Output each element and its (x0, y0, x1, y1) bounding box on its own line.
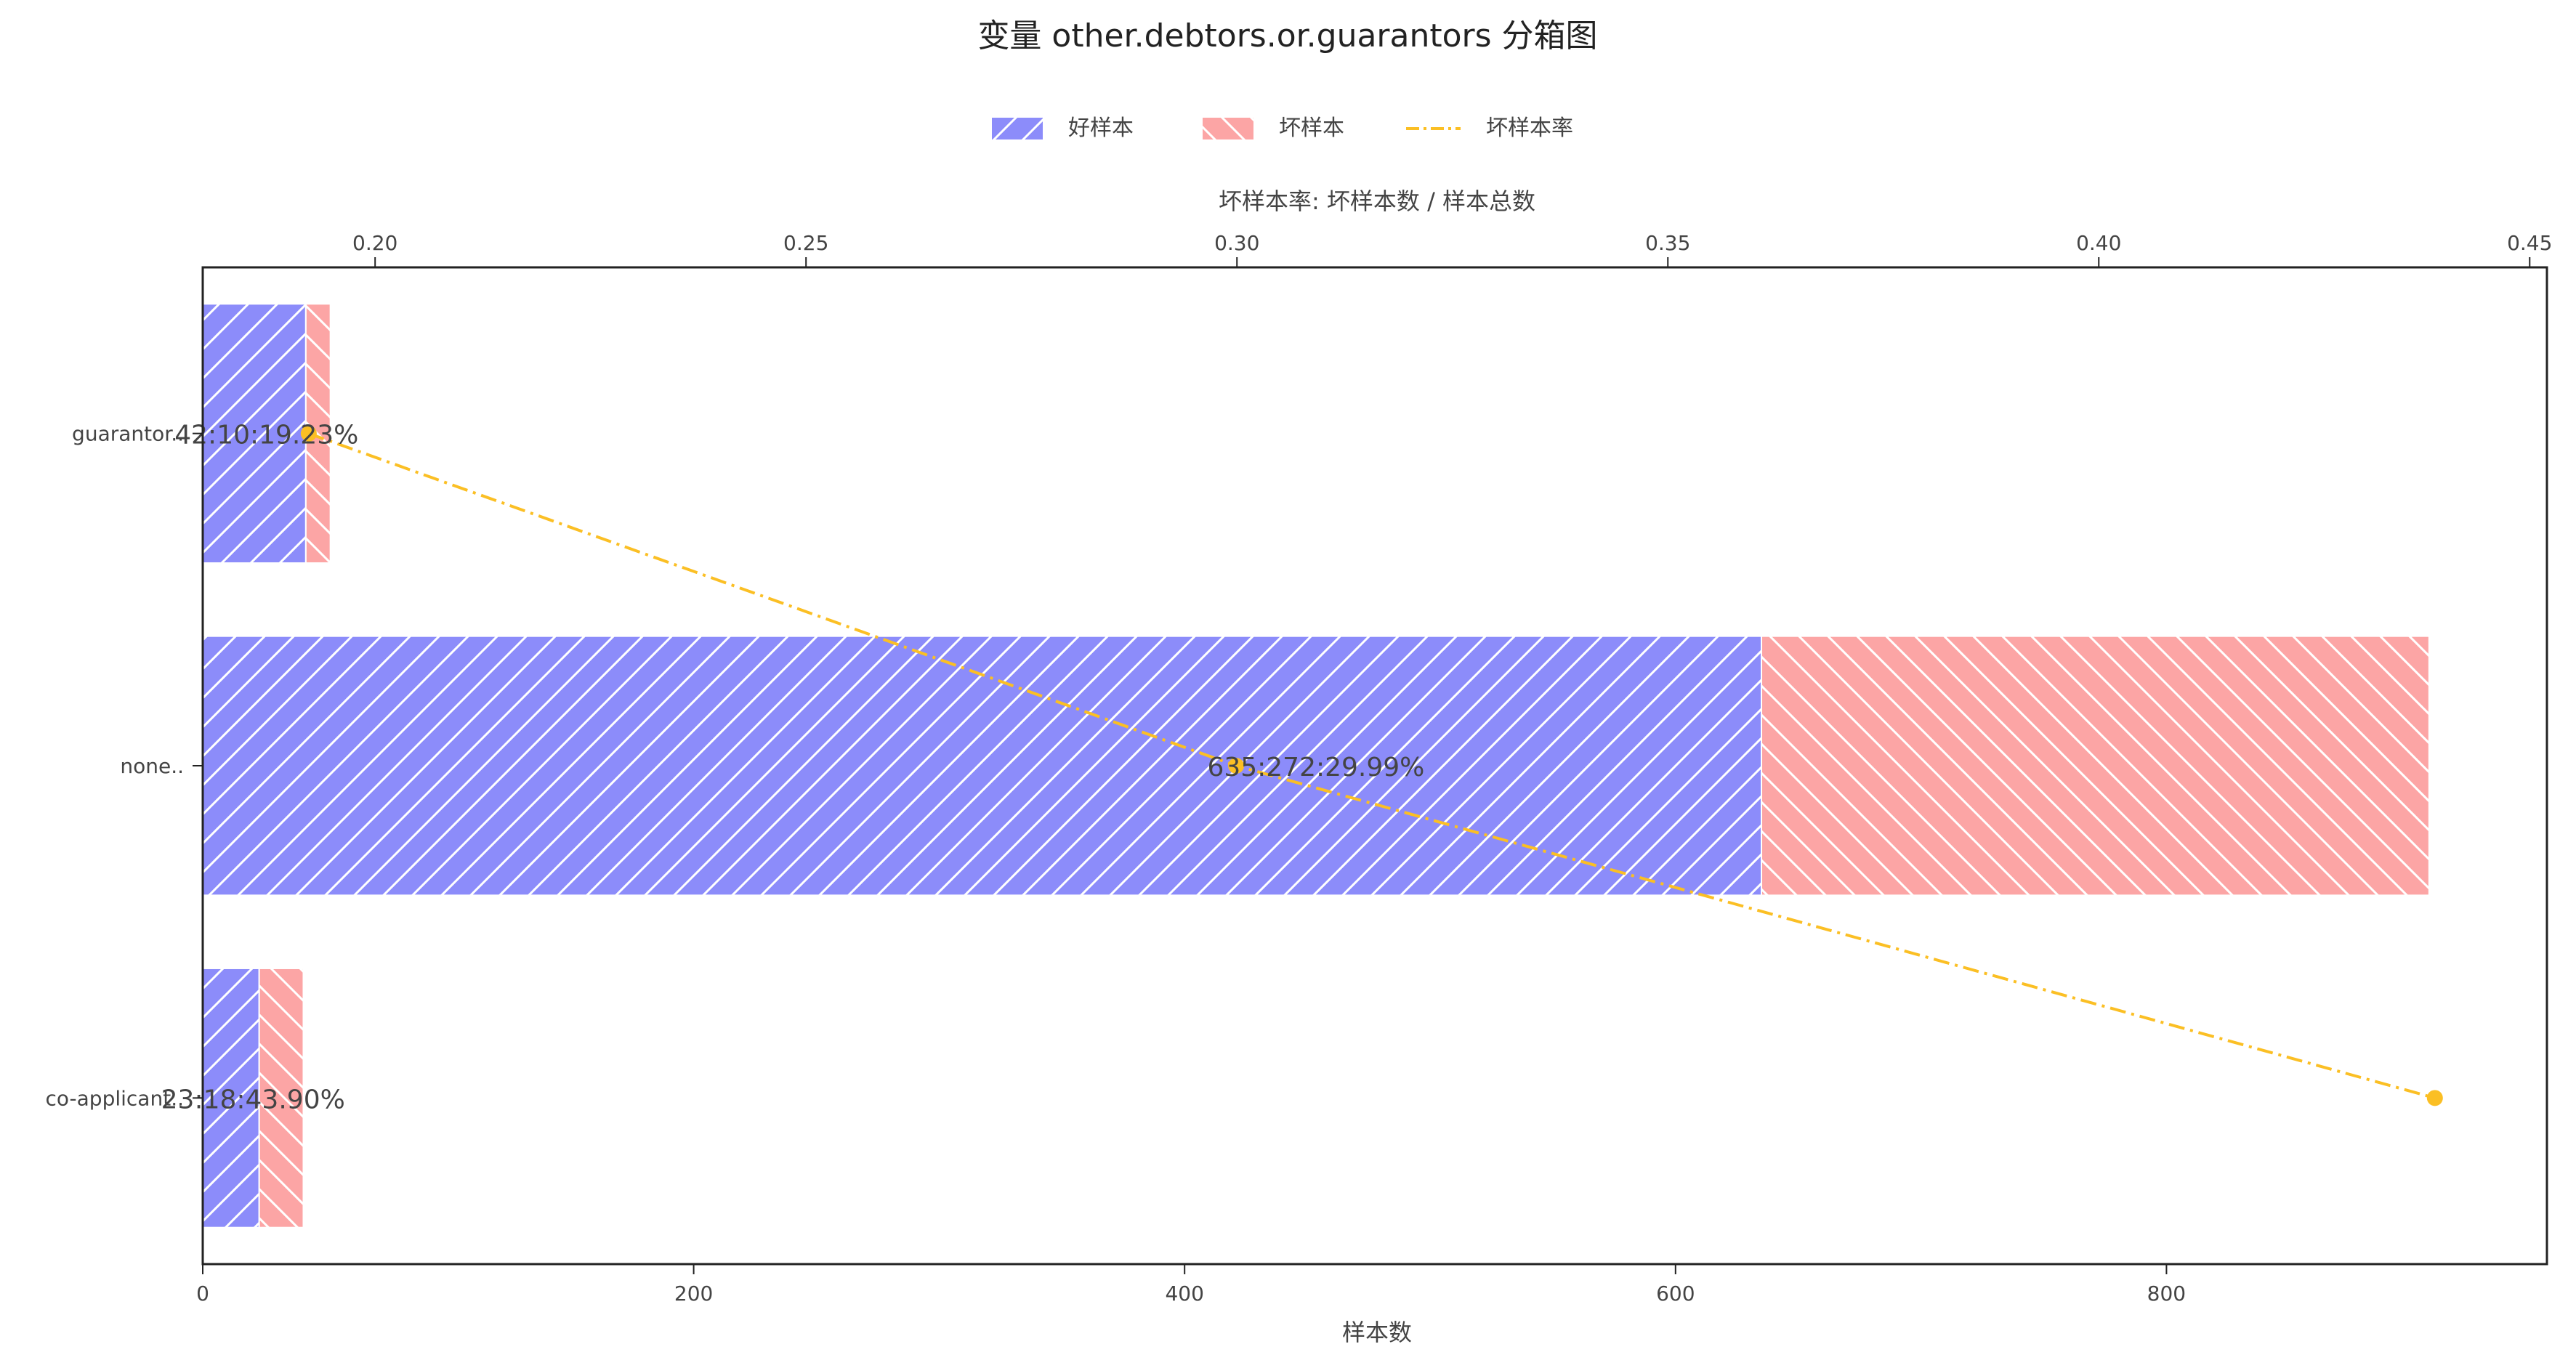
legend-item-rate: 坏样本率 (1406, 116, 1573, 141)
chart-title: 变量 other.debtors.or.guarantors 分箱图 (977, 17, 1597, 54)
y-tick-label-2: co-applicant.. (46, 1086, 185, 1110)
bad-rate-point-0 (300, 425, 317, 442)
data-label-1: 635:272:29.99% (1207, 753, 1424, 782)
legend-swatch-bad-hatch (1203, 118, 1253, 139)
bad-rate-point-1 (1228, 758, 1245, 774)
bar-good-hatch-2 (202, 967, 260, 1229)
x2-tick-label-2: 0.30 (1214, 231, 1259, 255)
data-labels-layer: 42:10:19.23% 635:272:29.99% 23:18:43.90% (161, 421, 1425, 1115)
data-label-0: 42:10:19.23% (174, 421, 358, 450)
rate-line-layer (300, 425, 2443, 1106)
legend: 好样本 坏样本 坏样本率 (992, 116, 1573, 141)
x2-tick-label-5: 0.45 (2507, 231, 2552, 255)
bar-bad-hatch-2 (258, 967, 304, 1229)
x-tick-label-3: 600 (1656, 1282, 1695, 1306)
x-tick-label-4: 800 (2147, 1282, 2186, 1306)
top-axis-label: 坏样本率: 坏样本数 / 样本总数 (1219, 187, 1535, 215)
x-tick-label-1: 200 (674, 1282, 713, 1306)
legend-label-good: 好样本 (1068, 116, 1134, 141)
bottom-axis-label: 样本数 (1342, 1319, 1412, 1346)
legend-swatch-good-hatch (992, 118, 1043, 139)
x2-tick-label-3: 0.35 (1645, 231, 1690, 255)
bar-good-hatch-0 (202, 303, 307, 564)
y-tick-label-0: guarantor.. (72, 422, 184, 446)
legend-label-bad: 坏样本 (1279, 116, 1344, 141)
x-tick-label-2: 400 (1165, 1282, 1203, 1306)
axes-layer: 0 200 400 600 800 0.20 0.25 0.30 0.35 0.40 0.45 gua… (46, 231, 2553, 1306)
y-tick-label-1: none.. (120, 754, 184, 778)
bar-bad-hatch-1 (1761, 635, 2430, 897)
x-tick-label-0: 0 (196, 1282, 209, 1306)
legend-item-good: 好样本 (992, 116, 1134, 141)
data-label-2: 23:18:43.90% (161, 1085, 345, 1114)
bad-rate-point-2 (2426, 1090, 2443, 1106)
legend-item-bad: 坏样本 (1203, 116, 1344, 141)
bars-layer (202, 303, 2430, 1229)
bar-good-hatch-1 (202, 635, 1763, 897)
x2-tick-label-1: 0.25 (783, 231, 828, 255)
x2-tick-label-4: 0.40 (2076, 231, 2121, 255)
legend-label-rate: 坏样本率 (1486, 116, 1573, 141)
x2-tick-label-0: 0.20 (352, 231, 397, 255)
